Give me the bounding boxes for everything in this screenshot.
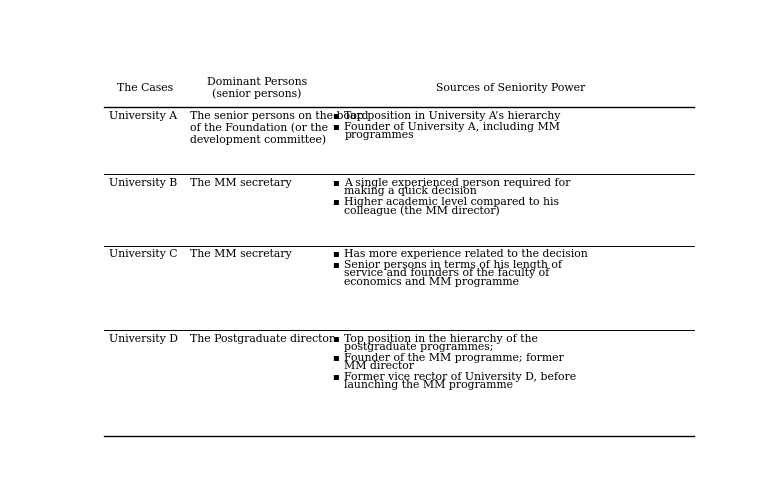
Text: The Cases: The Cases [117, 83, 173, 93]
Text: Founder of the MM programme; former: Founder of the MM programme; former [344, 353, 564, 363]
Text: making a quick decision: making a quick decision [344, 186, 478, 196]
Text: The senior persons on the board
of the Foundation (or the
development committee): The senior persons on the board of the F… [190, 111, 369, 145]
Text: The MM secretary: The MM secretary [190, 178, 292, 188]
Text: ▪: ▪ [333, 249, 339, 258]
Text: Sources of Seniority Power: Sources of Seniority Power [436, 83, 585, 93]
Text: Senior persons in terms of his length of: Senior persons in terms of his length of [344, 260, 563, 270]
Text: postgraduate programmes;: postgraduate programmes; [344, 342, 494, 352]
Text: ▪: ▪ [333, 353, 339, 362]
Text: Top position in University A’s hierarchy: Top position in University A’s hierarchy [344, 111, 561, 121]
Text: service and founders of the faculty of: service and founders of the faculty of [344, 268, 550, 278]
Text: economics and MM programme: economics and MM programme [344, 277, 519, 287]
Text: Dominant Persons
(senior persons): Dominant Persons (senior persons) [207, 77, 307, 99]
Text: programmes: programmes [344, 130, 414, 140]
Text: ▪: ▪ [333, 122, 339, 131]
Text: ▪: ▪ [333, 334, 339, 343]
Text: The Postgraduate director: The Postgraduate director [190, 334, 334, 344]
Text: ▪: ▪ [333, 260, 339, 269]
Text: University B: University B [108, 178, 177, 188]
Text: launching the MM programme: launching the MM programme [344, 380, 513, 390]
Text: ▪: ▪ [333, 372, 339, 381]
Text: Founder of University A, including MM: Founder of University A, including MM [344, 122, 560, 132]
Text: ▪: ▪ [333, 197, 339, 206]
Text: MM director: MM director [344, 361, 415, 371]
Text: ▪: ▪ [333, 178, 339, 187]
Text: colleague (the MM director): colleague (the MM director) [344, 205, 500, 216]
Text: University D: University D [108, 334, 178, 344]
Text: Has more experience related to the decision: Has more experience related to the decis… [344, 249, 588, 259]
Text: Higher academic level compared to his: Higher academic level compared to his [344, 197, 560, 207]
Text: Former vice rector of University D, before: Former vice rector of University D, befo… [344, 372, 577, 382]
Text: University C: University C [108, 249, 177, 259]
Text: University A: University A [108, 111, 177, 121]
Text: ▪: ▪ [333, 111, 339, 120]
Text: A single experienced person required for: A single experienced person required for [344, 178, 571, 188]
Text: Top position in the hierarchy of the: Top position in the hierarchy of the [344, 334, 539, 344]
Text: The MM secretary: The MM secretary [190, 249, 292, 259]
